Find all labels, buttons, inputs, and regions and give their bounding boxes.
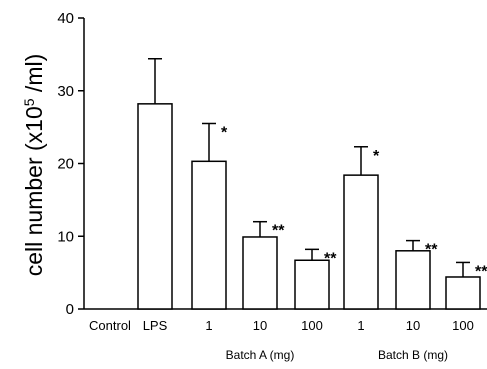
x-tick-label: 10 <box>253 318 267 333</box>
x-tick-label: 100 <box>452 318 474 333</box>
y-tick-label: 10 <box>57 228 74 245</box>
group-label-group: Batch A (mg) Batch B (mg) <box>226 348 448 362</box>
bar <box>343 174 379 310</box>
significance-label: ** <box>272 223 285 240</box>
significance-label: ** <box>324 250 337 267</box>
y-axis-label-main: cell number (x10 <box>21 106 47 276</box>
group-label: Batch A (mg) <box>226 348 295 362</box>
x-tick-label-group: Control LPS 1 10 100 1 10 100 <box>89 318 474 333</box>
bar <box>395 250 431 310</box>
significance-label: ** <box>475 263 487 280</box>
x-tick-label: 1 <box>357 318 364 333</box>
significance-label: * <box>373 148 380 165</box>
significance-label: ** <box>425 242 438 259</box>
y-tick-label: 0 <box>66 301 74 318</box>
y-axis-label: cell number (x105 /ml) <box>21 54 47 277</box>
group-label: Batch B (mg) <box>378 348 448 362</box>
y-axis-label-exponent: 5 <box>21 98 37 106</box>
bar <box>294 259 330 310</box>
bar <box>445 276 481 310</box>
y-tick-label: 20 <box>57 156 74 173</box>
bar-group: ********** <box>137 57 487 310</box>
bar <box>242 236 278 310</box>
x-tick-label: 100 <box>301 318 323 333</box>
y-tick-label: 40 <box>57 10 74 27</box>
x-tick-label: LPS <box>143 318 168 333</box>
bar <box>137 103 173 310</box>
significance-label: * <box>221 124 228 141</box>
x-tick-label: 1 <box>205 318 212 333</box>
y-tick-group: 0 10 20 30 40 <box>57 10 84 318</box>
x-tick-label: Control <box>89 318 131 333</box>
x-tick-label: 10 <box>406 318 420 333</box>
y-axis-label-unit: /ml) <box>21 54 47 99</box>
y-tick-label: 30 <box>57 83 74 100</box>
bar <box>191 160 227 310</box>
